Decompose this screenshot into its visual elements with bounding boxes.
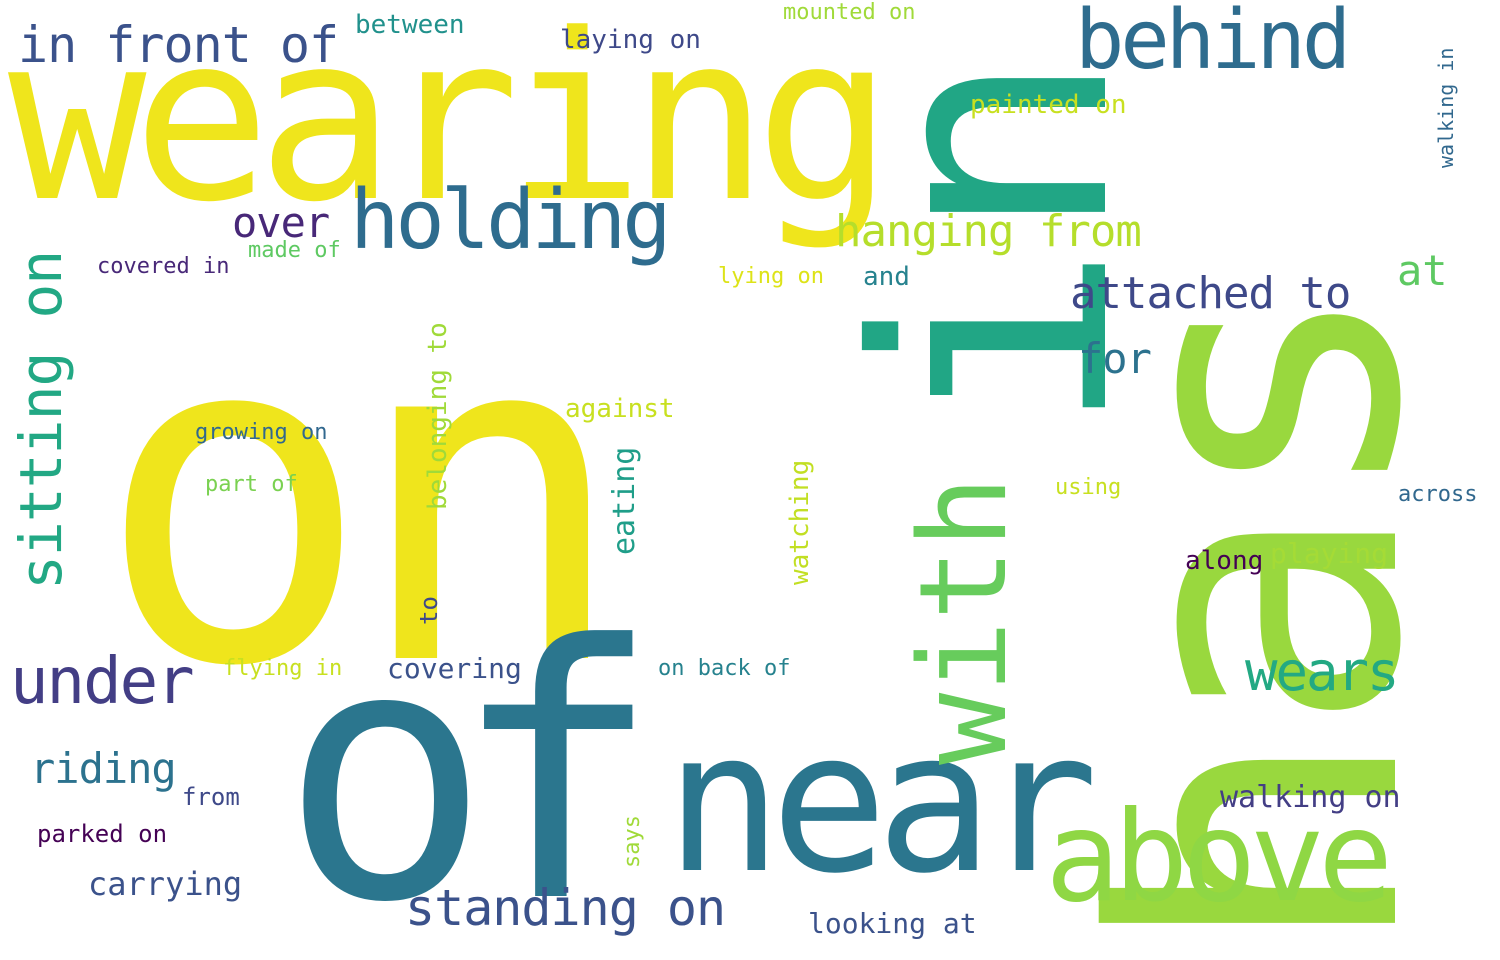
word-watching: watching (785, 459, 815, 585)
word-attached-to: attached to (1070, 268, 1351, 319)
word-from: from (182, 783, 240, 811)
word-against: against (565, 394, 675, 424)
word-eating: eating (607, 446, 642, 555)
word-walking-on: walking on (1220, 780, 1401, 815)
word-of: of (280, 571, 661, 960)
word-belonging-to: belonging to (423, 322, 453, 510)
word-riding: riding (30, 744, 177, 793)
word-using: using (1055, 475, 1122, 500)
word-parked-on: parked on (37, 820, 168, 848)
word-playing: playing (1270, 537, 1389, 570)
word-painted-on: painted on (970, 90, 1127, 120)
word-growing-on: growing on (195, 420, 328, 445)
word-over: over (232, 198, 330, 247)
word-standing-on: standing on (405, 879, 726, 937)
word-behind: behind (1075, 0, 1351, 88)
word-at: at (1397, 246, 1448, 295)
word-says: says (620, 815, 645, 868)
word-part-of: part of (205, 472, 298, 497)
word-lying-on: lying on (718, 264, 824, 289)
word-across: across (1398, 482, 1478, 507)
word-near: near (665, 689, 1099, 916)
word-and: and (863, 262, 910, 292)
word-along: along (1185, 546, 1264, 576)
word-laying-on: laying on (560, 25, 701, 55)
word-with: with (895, 476, 1034, 765)
word-wearing: wearing (8, 0, 893, 253)
word-sitting-on: sitting on (7, 250, 75, 590)
word-hanging-from: hanging from (835, 206, 1142, 257)
word-mounted-on: mounted on (783, 0, 916, 25)
word-made-of: made of (248, 238, 341, 263)
word-to: to (415, 596, 443, 625)
word-in-front-of: in front of (18, 16, 339, 74)
word-walking-in: walking in (1434, 47, 1458, 168)
word-covered-in: covered in (97, 254, 230, 279)
word-for: for (1078, 334, 1152, 383)
word-covering: covering (387, 652, 522, 685)
word-wears: wears (1245, 640, 1400, 703)
word-on: on (95, 232, 629, 767)
word-looking-at: looking at (808, 907, 977, 940)
word-carrying: carrying (88, 865, 243, 903)
word-between: between (355, 10, 465, 40)
word-holding: holding (350, 173, 672, 268)
word-under: under (10, 645, 195, 719)
word-on-back-of: on back of (658, 656, 791, 681)
word-flying-in: flying in (223, 656, 343, 681)
word-above: above (1045, 785, 1393, 930)
